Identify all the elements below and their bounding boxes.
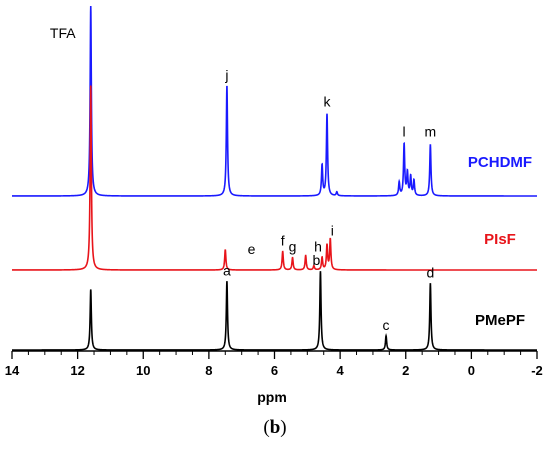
- x-tick-label: 10: [136, 363, 150, 378]
- x-tick-label: 8: [205, 363, 212, 378]
- figure-caption: (b): [263, 417, 287, 438]
- peak-label-h: h: [314, 239, 322, 255]
- spectrum-line: [12, 85, 537, 271]
- peak-label-m: m: [425, 124, 437, 140]
- peak-label-TFA: TFA: [50, 25, 76, 41]
- caption-letter: b: [269, 417, 281, 438]
- peak-label-e: e: [248, 241, 256, 257]
- x-tick-label: 6: [271, 363, 278, 378]
- x-tick-label: 0: [468, 363, 475, 378]
- spectra-traces: [12, 5, 537, 351]
- peak-label-i: i: [331, 222, 334, 238]
- x-tick-label: 4: [337, 363, 345, 378]
- spectrum-line: [12, 271, 537, 351]
- peak-label-g: g: [289, 239, 297, 255]
- peak-label-f: f: [281, 233, 285, 249]
- spectrum-line: [12, 5, 537, 197]
- x-tick-label: 2: [402, 363, 409, 378]
- series-pmepf: [12, 271, 537, 351]
- x-axis: 14 12 10 8 6 4 2 0 -2: [5, 350, 543, 378]
- x-tick-label: 12: [70, 363, 84, 378]
- peak-label-j: j: [224, 67, 228, 83]
- series-pisf: [12, 85, 537, 271]
- series-name-pmepf: PMePF: [475, 312, 525, 329]
- peak-label-k: k: [324, 93, 332, 109]
- peak-labels: TFA j k l m e f g hi a b c d: [50, 25, 436, 333]
- x-tick-label: 14: [5, 363, 20, 378]
- x-tick-label: -2: [531, 363, 543, 378]
- series-name-pisf: PIsF: [484, 231, 516, 248]
- series-names: PCHDMF PIsF PMePF: [468, 154, 532, 329]
- peak-label-a: a: [223, 262, 231, 278]
- series-name-pchdmf: PCHDMF: [468, 154, 532, 171]
- peak-label-l: l: [403, 124, 406, 140]
- x-axis-label: ppm: [257, 389, 287, 405]
- series-pchdmf: [12, 5, 537, 197]
- peak-label-b: b: [313, 252, 321, 268]
- peak-label-d: d: [426, 264, 434, 280]
- peak-label-c: c: [383, 317, 390, 333]
